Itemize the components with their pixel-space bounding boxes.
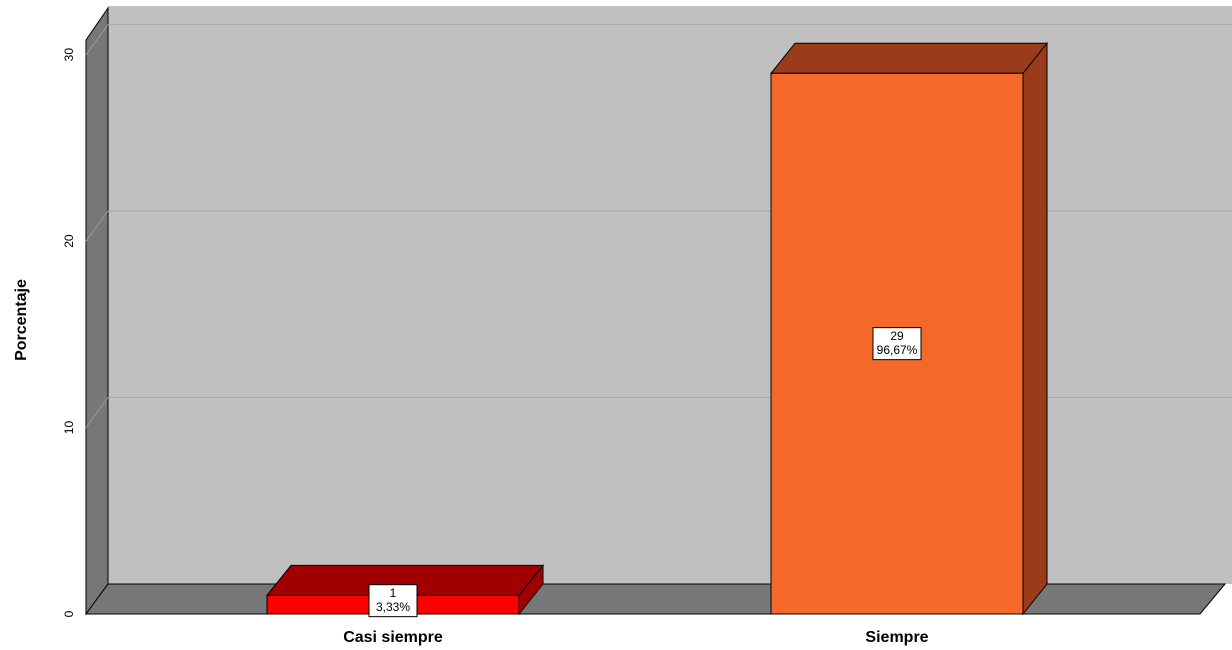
x-tick-label: Casi siempre — [343, 629, 443, 646]
x-tick-label: Siempre — [865, 629, 928, 646]
y-axis-label: Porcentaje — [13, 279, 30, 361]
left-wall — [85, 6, 109, 616]
grid-line — [85, 210, 109, 242]
y-tick-label: 30 — [62, 48, 76, 62]
grid-line — [85, 24, 109, 55]
bar-top — [769, 42, 1049, 74]
data-label: 29 — [890, 329, 904, 343]
data-label: 1 — [390, 586, 397, 600]
y-tick-label: 0 — [62, 610, 76, 617]
percent-label: 96,67% — [877, 343, 918, 357]
grid-line — [85, 397, 109, 428]
y-tick-label: 10 — [62, 421, 76, 435]
floor — [85, 583, 1227, 615]
back-wall — [108, 6, 1232, 584]
percent-label: 3,33% — [376, 600, 410, 614]
data-label-box — [368, 584, 418, 618]
y-tick-label: 20 — [62, 234, 76, 248]
data-label-box — [872, 327, 922, 361]
bar-side — [1022, 41, 1048, 616]
